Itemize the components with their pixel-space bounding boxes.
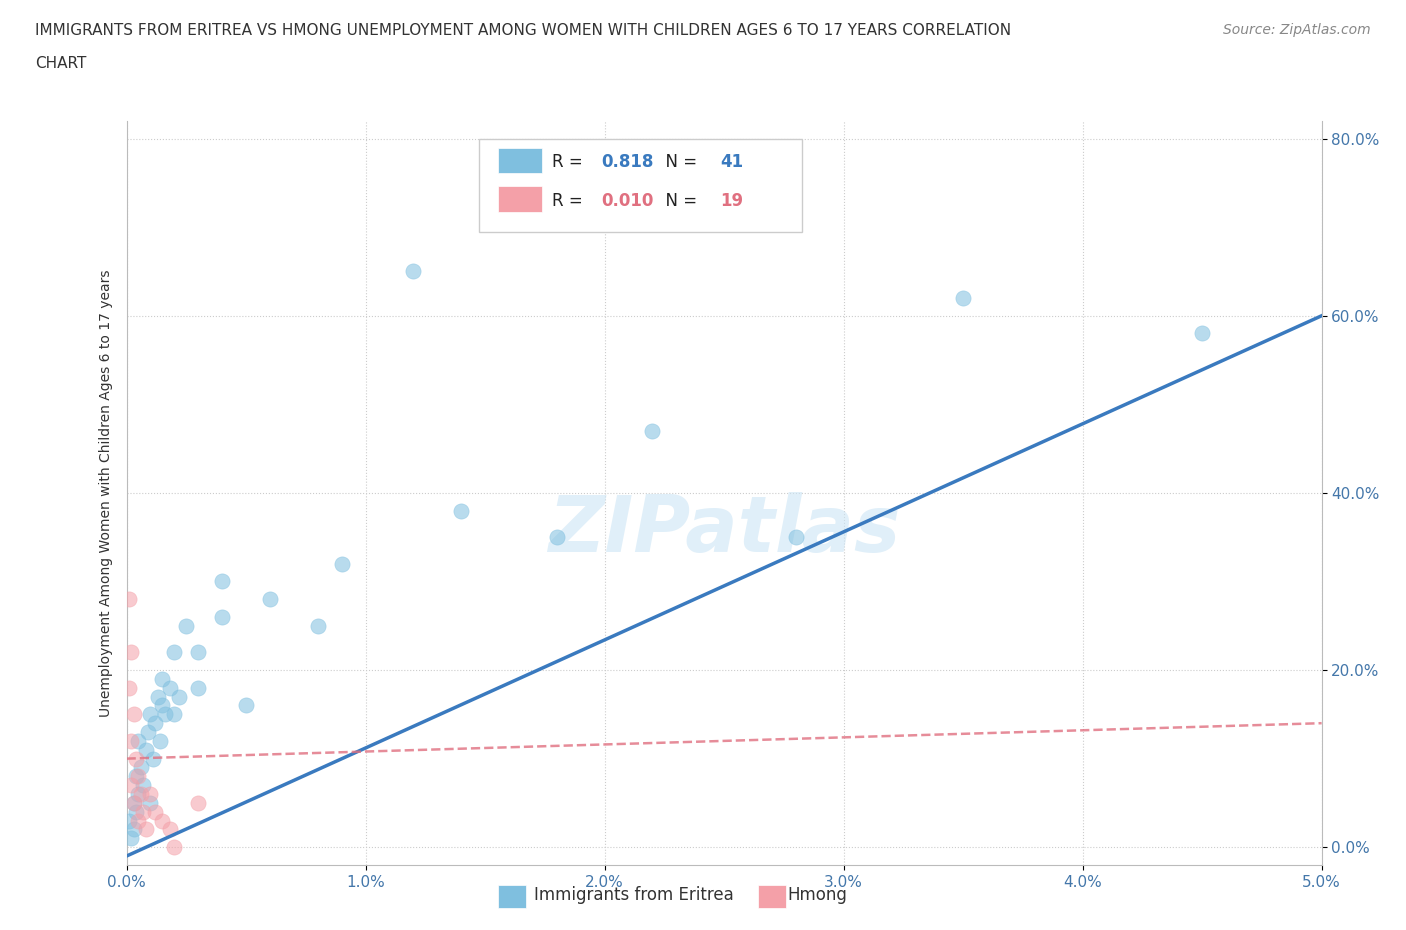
Text: Hmong: Hmong xyxy=(787,886,848,904)
Point xyxy=(163,644,186,659)
Point xyxy=(307,618,329,633)
Point xyxy=(122,795,145,810)
Point xyxy=(132,804,155,819)
Point xyxy=(125,804,148,819)
Point xyxy=(952,290,974,305)
Point xyxy=(152,671,174,686)
Point xyxy=(139,795,162,810)
Point xyxy=(139,787,162,802)
Text: CHART: CHART xyxy=(35,56,87,71)
Point xyxy=(136,724,159,739)
Point xyxy=(152,698,174,713)
Point xyxy=(159,822,181,837)
Point xyxy=(118,813,141,828)
Point xyxy=(125,769,148,784)
Text: R =: R = xyxy=(553,192,588,209)
Text: Source: ZipAtlas.com: Source: ZipAtlas.com xyxy=(1223,23,1371,37)
Point xyxy=(259,591,281,606)
Point xyxy=(118,591,141,606)
Text: IMMIGRANTS FROM ERITREA VS HMONG UNEMPLOYMENT AMONG WOMEN WITH CHILDREN AGES 6 T: IMMIGRANTS FROM ERITREA VS HMONG UNEMPLO… xyxy=(35,23,1011,38)
Point xyxy=(187,644,209,659)
Point xyxy=(211,574,233,589)
Point xyxy=(132,777,155,792)
Point xyxy=(450,503,472,518)
Text: N =: N = xyxy=(655,153,702,171)
Point xyxy=(153,707,176,722)
Point xyxy=(641,423,664,438)
FancyBboxPatch shape xyxy=(498,186,543,212)
Text: 0.818: 0.818 xyxy=(600,153,654,171)
Point xyxy=(129,760,152,775)
Point xyxy=(402,264,425,279)
Text: N =: N = xyxy=(655,192,702,209)
Point xyxy=(146,689,169,704)
Point xyxy=(187,795,209,810)
Point xyxy=(118,681,141,696)
Point xyxy=(1191,326,1213,341)
Point xyxy=(187,681,209,696)
Y-axis label: Unemployment Among Women with Children Ages 6 to 17 years: Unemployment Among Women with Children A… xyxy=(98,269,112,717)
Point xyxy=(143,804,166,819)
Point xyxy=(135,822,157,837)
Point xyxy=(127,769,149,784)
Point xyxy=(127,787,149,802)
Text: 41: 41 xyxy=(720,153,744,171)
Point xyxy=(152,813,174,828)
Text: 0.010: 0.010 xyxy=(600,192,654,209)
Point xyxy=(122,795,145,810)
Point xyxy=(120,644,142,659)
Text: Immigrants from Eritrea: Immigrants from Eritrea xyxy=(534,886,734,904)
Text: 19: 19 xyxy=(720,192,744,209)
FancyBboxPatch shape xyxy=(479,140,801,232)
Point xyxy=(120,734,142,749)
Point xyxy=(163,840,186,855)
Point xyxy=(120,777,142,792)
Point xyxy=(143,716,166,731)
Point xyxy=(235,698,257,713)
Point xyxy=(139,707,162,722)
Point xyxy=(125,751,148,766)
Point xyxy=(122,822,145,837)
Point xyxy=(127,734,149,749)
Point xyxy=(159,681,181,696)
Point xyxy=(127,813,149,828)
Text: ZIPatlas: ZIPatlas xyxy=(548,492,900,568)
Point xyxy=(135,742,157,757)
Point xyxy=(546,530,568,545)
Text: R =: R = xyxy=(553,153,588,171)
Point xyxy=(167,689,190,704)
Point xyxy=(142,751,165,766)
Point xyxy=(120,830,142,845)
Point xyxy=(174,618,197,633)
Point xyxy=(122,707,145,722)
Point xyxy=(211,609,233,624)
Point xyxy=(129,787,152,802)
Point xyxy=(149,734,172,749)
Point xyxy=(785,530,807,545)
Point xyxy=(163,707,186,722)
FancyBboxPatch shape xyxy=(498,148,543,173)
Point xyxy=(330,556,353,571)
